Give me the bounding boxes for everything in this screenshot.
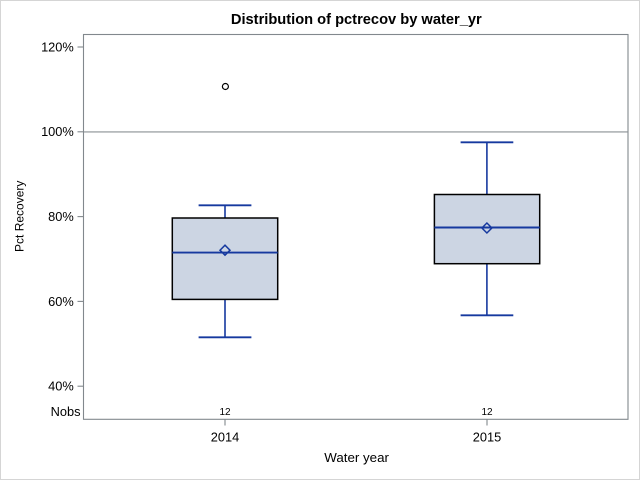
svg-text:Nobs: Nobs [51, 404, 81, 419]
svg-text:Water year: Water year [324, 450, 389, 465]
svg-text:Distribution of pctrecov by wa: Distribution of pctrecov by water_yr [231, 12, 482, 28]
svg-text:2014: 2014 [211, 429, 239, 444]
svg-text:12: 12 [219, 407, 231, 418]
svg-text:100%: 100% [41, 124, 74, 139]
svg-text:12: 12 [481, 407, 493, 418]
svg-text:2015: 2015 [473, 429, 501, 444]
svg-text:80%: 80% [48, 209, 74, 224]
svg-text:40%: 40% [48, 379, 74, 394]
svg-text:Pct Recovery: Pct Recovery [12, 181, 26, 252]
svg-text:120%: 120% [41, 39, 74, 54]
svg-text:60%: 60% [48, 294, 74, 309]
